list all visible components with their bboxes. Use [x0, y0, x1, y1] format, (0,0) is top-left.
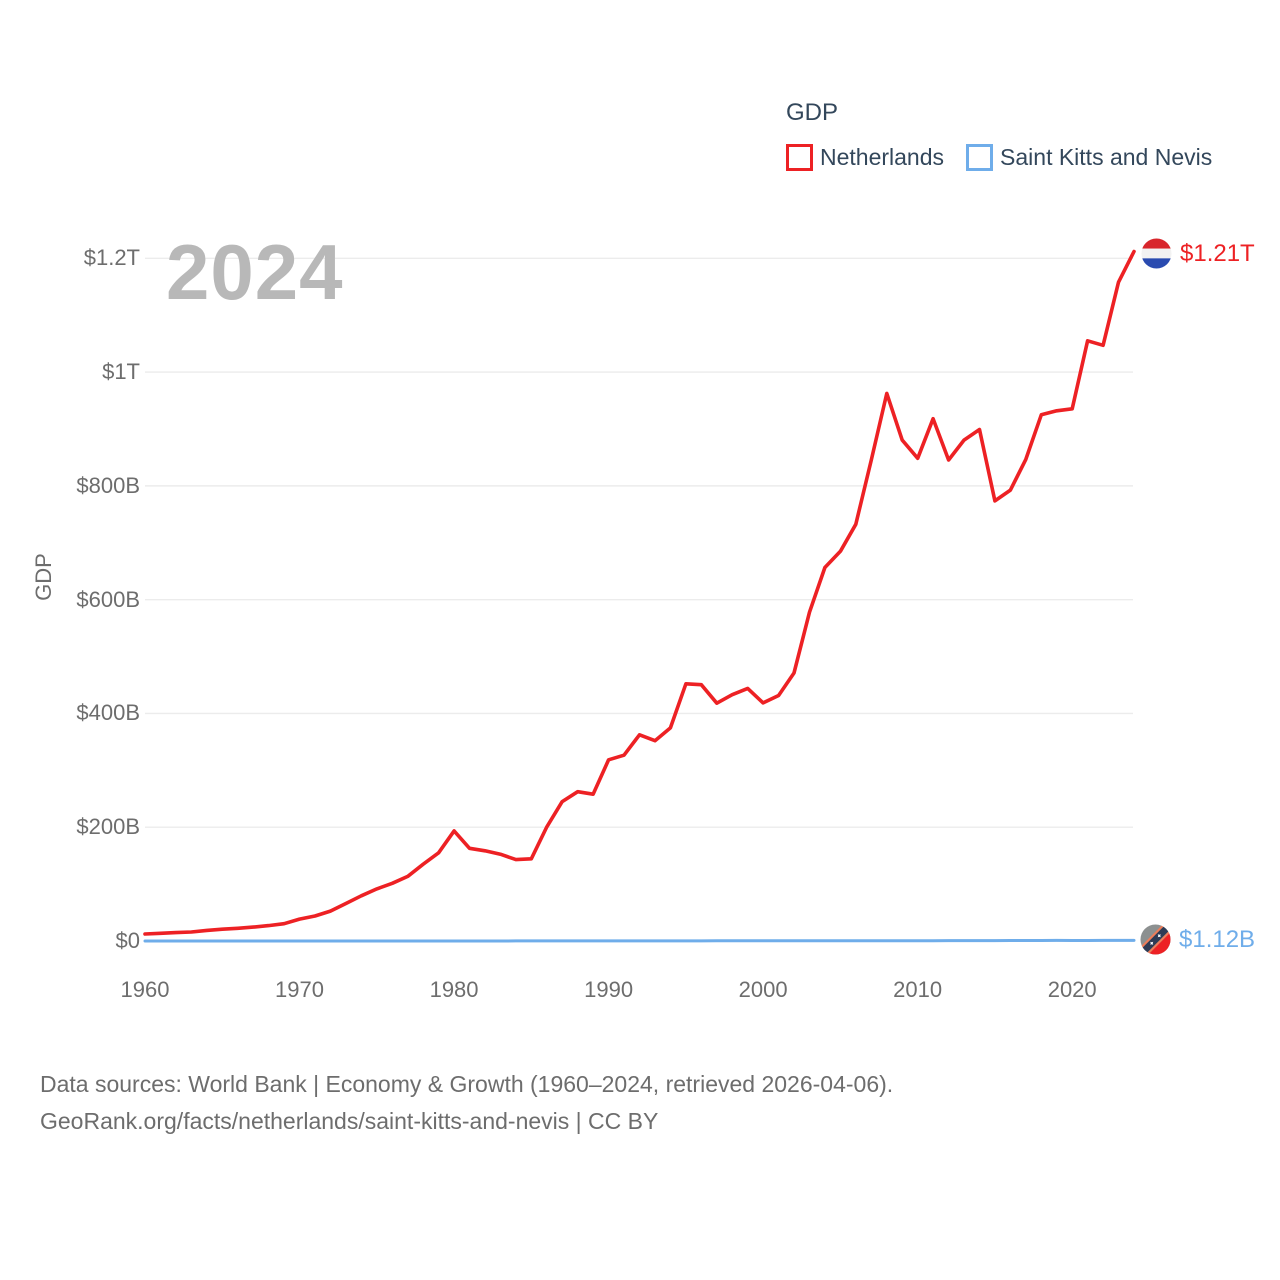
watermark-year: 2024: [166, 228, 344, 316]
netherlands-end-value: $1.21T: [1180, 239, 1255, 267]
footer-attribution-link[interactable]: GeoRank.org/facts/netherlands/saint-kitt…: [40, 1108, 659, 1134]
netherlands-line[interactable]: [143, 249, 1136, 936]
netherlands-flag-icon: [1141, 238, 1172, 269]
saint-kitts-and-nevis-end-label: $1.12B: [1140, 924, 1255, 955]
saint-kitts-and-nevis-end-value: $1.12B: [1179, 925, 1256, 953]
saint-kitts-and-nevis-series-swatch-icon[interactable]: [966, 144, 994, 171]
y-axis-title: GDP: [31, 553, 56, 601]
legend-item-netherlands[interactable]: Netherlands: [820, 144, 945, 170]
legend-item-saint-kitts-and-nevis[interactable]: Saint Kitts and Nevis: [1000, 144, 1213, 170]
saint-kitts-and-nevis-line[interactable]: [143, 938, 1136, 943]
netherlands-end-label: $1.21T: [1141, 238, 1255, 269]
chart-legend: GDP Netherlands Saint Kitts and Nevis: [786, 99, 1212, 171]
footer-data-sources: Data sources: World Bank | Economy & Gro…: [40, 1071, 894, 1097]
legend-title: GDP: [786, 99, 839, 126]
netherlands-series-swatch-icon[interactable]: [786, 144, 813, 171]
chart-footer: Data sources: World Bank | Economy & Gro…: [40, 1066, 893, 1140]
saint-kitts-and-nevis-flag-icon: [1140, 924, 1171, 955]
